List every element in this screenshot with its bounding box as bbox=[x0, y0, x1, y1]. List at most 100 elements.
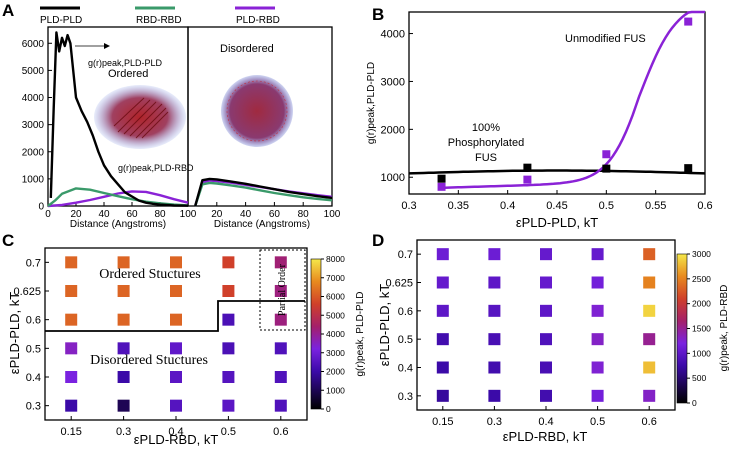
heatmap-cell bbox=[274, 399, 287, 412]
y-tick-label-a: 4000 bbox=[22, 93, 45, 104]
ordered-snapshot bbox=[94, 85, 186, 149]
annotation-ordered-structures: Ordered Stuctures bbox=[99, 267, 200, 282]
x-tick-label: 0.6 bbox=[642, 416, 657, 428]
y-axis-label-c: εPLD-PLD, kT bbox=[7, 292, 22, 374]
curves-a bbox=[47, 31, 333, 208]
heatmap-cell bbox=[222, 313, 235, 326]
heatmap-cell bbox=[591, 304, 604, 317]
x-tick-label-a-left: 40 bbox=[98, 209, 110, 220]
disordered-chains bbox=[226, 80, 288, 142]
colorbar-tick-label: 8000 bbox=[326, 254, 345, 264]
x-tick-label-a-right: 20 bbox=[211, 209, 223, 220]
x-tick-label-b: 0.3 bbox=[401, 200, 416, 212]
colorbar-tick-label: 3000 bbox=[326, 348, 345, 358]
annotation-partial-order: Partial Order bbox=[277, 263, 288, 316]
y-tick-label-a: 6000 bbox=[22, 39, 45, 50]
x-tick-label: 0.3 bbox=[487, 416, 502, 428]
y-tick-label: 0.7 bbox=[26, 257, 41, 269]
x-tick-label: 0.15 bbox=[60, 426, 81, 438]
series-line-pld-rbd-ordered bbox=[47, 190, 189, 208]
fit-line-phosphorylated bbox=[408, 169, 706, 175]
heatmap-cell bbox=[591, 361, 604, 374]
heatmap-cell bbox=[591, 248, 604, 261]
heatmap-cell bbox=[436, 248, 449, 261]
x-tick-label-a-left: 20 bbox=[70, 209, 82, 220]
heatmap-cell bbox=[65, 285, 78, 297]
heatmap-cell bbox=[117, 371, 130, 383]
colorbar-d bbox=[676, 253, 688, 404]
colorbar-tick-label: 0 bbox=[692, 398, 697, 408]
heatmap-cell bbox=[488, 276, 501, 289]
colorbar-tick-label: 500 bbox=[692, 373, 706, 383]
colorbar-label-d: g(r)peak, PLD-RBD bbox=[719, 285, 730, 372]
heatmap-cell bbox=[540, 333, 552, 346]
x-tick-label-a-right: 40 bbox=[240, 209, 252, 220]
plot-frame-b bbox=[408, 11, 706, 195]
annotation-disordered: Disordered bbox=[220, 43, 274, 55]
ordered-fibril-lines bbox=[113, 97, 169, 139]
data-point-unmodified bbox=[523, 175, 532, 184]
heatmap-cells-d bbox=[436, 248, 656, 402]
heatmap-cell bbox=[540, 248, 552, 261]
colorbar-tick-label: 0 bbox=[326, 404, 331, 414]
heatmap-cell bbox=[436, 389, 449, 402]
heatmap-cell bbox=[643, 389, 656, 402]
panel-a: PLD-PLD RBD-RBD PLD-RBD 0100020003000400… bbox=[22, 6, 341, 230]
x-tick-label-a-left: 0 bbox=[45, 209, 51, 220]
colorbar-tick-label: 4000 bbox=[326, 329, 345, 339]
legend-label-pldrbd: PLD-RBD bbox=[236, 15, 280, 26]
panel-label-c: C bbox=[2, 231, 14, 250]
y-tick-label-b: 3000 bbox=[381, 76, 405, 88]
heatmap-cell bbox=[643, 248, 656, 261]
heatmap-cell bbox=[591, 276, 604, 289]
x-tick-label-a-right: 80 bbox=[298, 209, 310, 220]
heatmap-cell bbox=[488, 389, 501, 402]
heatmap-cell bbox=[65, 256, 78, 269]
heatmap-cell bbox=[222, 399, 235, 412]
heatmap-cell bbox=[540, 361, 552, 374]
ordered-cluster-image bbox=[94, 85, 186, 149]
heatmap-cell bbox=[643, 361, 656, 374]
heatmap-cell bbox=[65, 371, 78, 383]
heatmap-cell bbox=[643, 333, 656, 346]
panel-b: 0.3 0.35 0.4 0.45 0.5 0.55 0.6 1000 2000 3000 4000… bbox=[366, 10, 713, 230]
y-tick-label-b: 4000 bbox=[381, 29, 405, 41]
series-line-pld-pld-ordered bbox=[49, 31, 189, 207]
heatmap-cell bbox=[488, 333, 501, 346]
plot-frame-d bbox=[416, 239, 676, 411]
peak-arrow-head bbox=[104, 43, 110, 49]
heatmap-cell bbox=[540, 389, 552, 402]
x-axis-label-b: εPLD-PLD, kT bbox=[516, 215, 598, 230]
heatmap-cells-c bbox=[65, 256, 287, 412]
data-point-unmodified bbox=[602, 150, 611, 159]
x-axis-label-c: εPLD-RBD, kT bbox=[134, 432, 219, 447]
heatmap-cell bbox=[170, 313, 182, 326]
annotation-phospho-1: 100% bbox=[472, 122, 500, 134]
series-line-pld-pld-disordered bbox=[194, 177, 333, 207]
panel-label-b: B bbox=[372, 5, 384, 24]
colorbar-tick-label: 1000 bbox=[326, 385, 345, 395]
heatmap-cell bbox=[65, 399, 78, 412]
phase-boundary-c bbox=[45, 300, 305, 332]
y-tick-label: 0.3 bbox=[26, 401, 41, 413]
y-tick-label-a: 5000 bbox=[22, 66, 45, 77]
colorbar-c bbox=[310, 258, 322, 410]
y-tick-label-a: 3000 bbox=[22, 120, 45, 131]
series-line-rbd-rbd-ordered bbox=[47, 187, 189, 207]
heatmap-cell bbox=[65, 342, 78, 355]
annotation-peak-pldrbd: g(r)peak,PLD-RBD bbox=[118, 163, 194, 173]
heatmap-cell bbox=[274, 342, 287, 355]
colorbar-tick-label: 7000 bbox=[326, 273, 345, 283]
x-tick-label-a-right: 60 bbox=[269, 209, 281, 220]
colorbar-tick-label: 5000 bbox=[326, 310, 345, 320]
axes-d: 0.15 0.3 0.4 0.5 0.6 0.7 0.625 0.6 0.5 0.4 0.3 bbox=[385, 249, 656, 428]
legend-label-pldpld: PLD-PLD bbox=[40, 15, 82, 26]
panel-label-d: D bbox=[372, 231, 384, 250]
data-point-phosphorylated bbox=[437, 174, 446, 183]
y-tick-label: 0.4 bbox=[26, 372, 41, 384]
heatmap-cell bbox=[436, 361, 449, 374]
heatmap-cell bbox=[222, 371, 235, 383]
heatmap-cell bbox=[591, 389, 604, 402]
annotation-ordered: Ordered bbox=[108, 68, 148, 80]
heatmap-cell bbox=[170, 399, 182, 412]
